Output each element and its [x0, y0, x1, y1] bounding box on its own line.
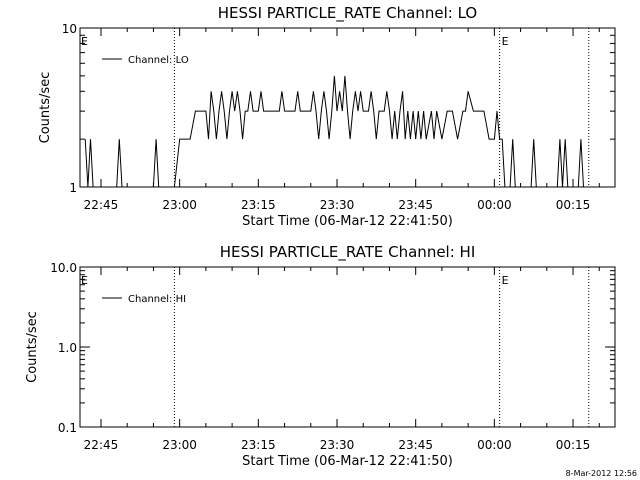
chart-title: HESSI PARTICLE_RATE Channel: HI	[220, 243, 476, 262]
x-tick-label: 23:45	[398, 438, 433, 452]
series-line-segment	[152, 139, 160, 188]
panel-hi: HESSI PARTICLE_RATE Channel: HI 22:45 23:0…	[25, 243, 616, 469]
chart-title: HESSI PARTICLE_RATE Channel: LO	[218, 4, 477, 23]
event-marker-label: E	[81, 35, 88, 48]
series-line-segment	[173, 75, 506, 188]
footer-timestamp: 8-Mar-2012 12:56	[566, 469, 637, 478]
plot-frame	[79, 27, 616, 188]
x-tick-label: 23:00	[162, 198, 197, 212]
event-marker-label: E	[81, 274, 88, 287]
legend-label: Channel: HI	[128, 294, 186, 305]
series-line-segment	[509, 139, 516, 188]
y-axis-label: Counts/sec	[38, 72, 53, 144]
x-tick-label: 00:00	[477, 198, 512, 212]
y-tick-label: 0.1	[58, 421, 77, 435]
legend-label: Channel: LO	[128, 55, 189, 66]
x-tick-label: 22:45	[84, 198, 119, 212]
y-tick-label: 10.0	[50, 261, 77, 275]
x-tick-label: 23:30	[320, 198, 355, 212]
x-tick-label: 23:45	[398, 198, 433, 212]
x-axis-label: Start Time (06-Mar-12 22:41:50)	[242, 454, 453, 469]
plot-frame	[79, 266, 616, 428]
series-line-segment	[530, 139, 537, 188]
x-tick-label: 00:15	[556, 198, 591, 212]
event-marker-label: E	[502, 35, 509, 48]
x-tick-label: 22:45	[84, 438, 119, 452]
y-tick-label: 1	[69, 181, 77, 195]
x-tick-label: 23:15	[241, 438, 276, 452]
series-line-segment	[556, 139, 569, 188]
y-tick-label: 10	[62, 22, 77, 36]
series-line-segment	[577, 139, 584, 188]
x-tick-label: 23:00	[162, 438, 197, 452]
x-axis-label: Start Time (06-Mar-12 22:41:50)	[242, 214, 453, 229]
series-line-segment	[84, 139, 94, 188]
y-axis-label: Counts/sec	[25, 311, 40, 383]
event-marker-label: E	[502, 274, 509, 287]
x-tick-label: 00:00	[477, 438, 512, 452]
x-tick-label: 00:15	[556, 438, 591, 452]
panel-lo: HESSI PARTICLE_RATE Channel: LO 22:45 23:0…	[38, 4, 616, 229]
y-tick-label: 1.0	[58, 341, 77, 355]
x-tick-label: 23:15	[241, 198, 276, 212]
series-line-segment	[116, 139, 123, 188]
x-tick-label: 23:30	[320, 438, 355, 452]
